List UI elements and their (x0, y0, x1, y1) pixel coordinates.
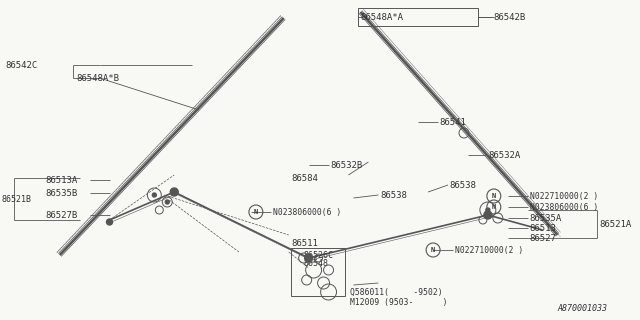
Text: 86527: 86527 (530, 234, 557, 243)
Text: 86521A: 86521A (600, 220, 632, 228)
Text: 86527B: 86527B (45, 211, 77, 220)
Circle shape (484, 211, 492, 219)
Circle shape (305, 254, 312, 262)
Text: 86542B: 86542B (494, 12, 526, 21)
Bar (291, 248, 346, 296)
Text: 86521B: 86521B (2, 195, 32, 204)
Text: N023806000(6 ): N023806000(6 ) (273, 207, 341, 217)
Text: 86513: 86513 (530, 223, 557, 233)
Text: M12009 (9503-      ): M12009 (9503- ) (351, 298, 448, 307)
Text: Q586011(     -9502): Q586011( -9502) (351, 287, 443, 297)
Text: 86542C: 86542C (5, 60, 37, 69)
Text: 86535B: 86535B (45, 188, 77, 197)
Text: A870001033: A870001033 (557, 304, 607, 313)
Text: N022710000(2 ): N022710000(2 ) (530, 191, 598, 201)
Circle shape (165, 200, 169, 204)
Circle shape (170, 188, 178, 196)
Text: 86513A: 86513A (45, 175, 77, 185)
Text: 86511: 86511 (292, 238, 319, 247)
Circle shape (486, 208, 490, 212)
Text: 86541: 86541 (439, 117, 466, 126)
Text: 86532B: 86532B (330, 161, 363, 170)
Text: N: N (431, 247, 435, 253)
Text: 86548A*A: 86548A*A (360, 12, 403, 21)
Text: 86548: 86548 (303, 260, 329, 268)
Text: 86538: 86538 (449, 180, 476, 189)
Text: 86526C: 86526C (303, 251, 333, 260)
Text: 86538: 86538 (380, 190, 407, 199)
Text: 86548A*B: 86548A*B (77, 74, 120, 83)
Text: N: N (253, 209, 258, 215)
Bar (358, 8, 478, 26)
Text: 86532A: 86532A (489, 150, 521, 159)
Text: N: N (492, 193, 496, 199)
Text: N023806000(6 ): N023806000(6 ) (530, 203, 598, 212)
Circle shape (152, 193, 156, 197)
Text: 86584: 86584 (292, 173, 319, 182)
Text: N: N (492, 204, 496, 210)
Text: N022710000(2 ): N022710000(2 ) (455, 245, 524, 254)
Text: 86535A: 86535A (530, 213, 562, 222)
Circle shape (106, 219, 113, 225)
